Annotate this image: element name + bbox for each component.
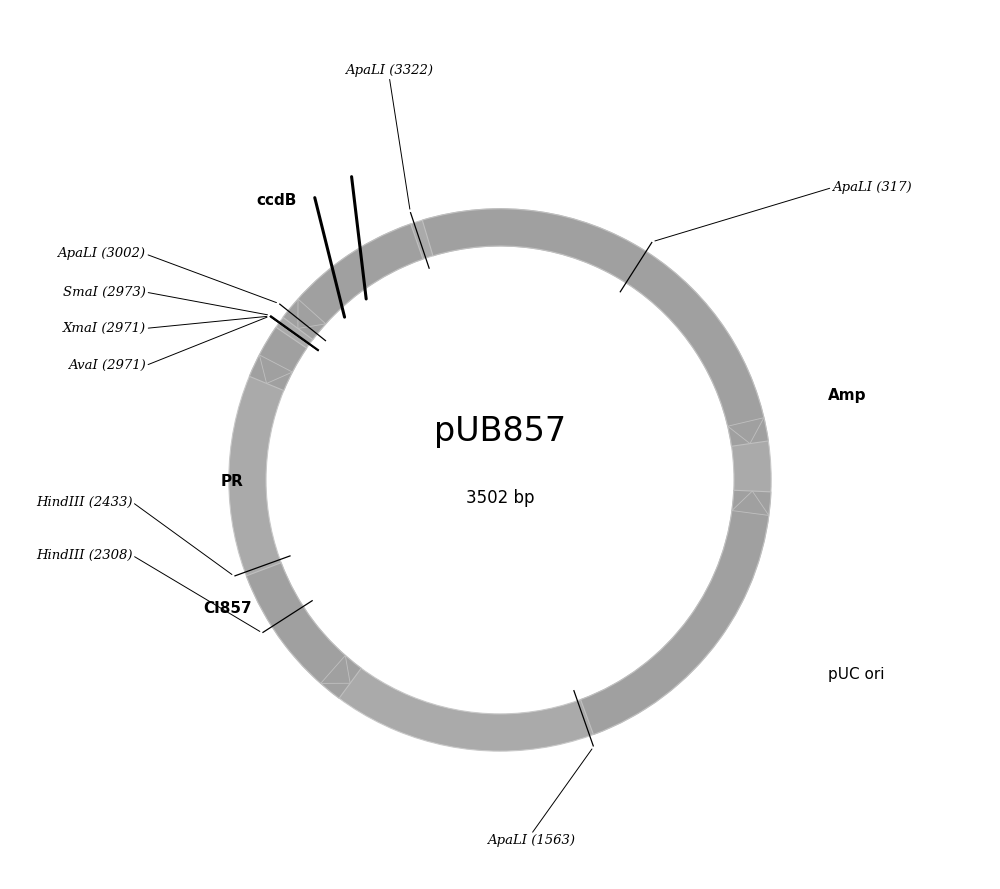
Polygon shape (259, 355, 292, 383)
Polygon shape (728, 418, 764, 444)
Text: ApaLI (3002): ApaLI (3002) (58, 247, 146, 260)
Text: XmaI (2971): XmaI (2971) (62, 322, 146, 335)
Wedge shape (581, 490, 771, 734)
Text: pUC ori: pUC ori (828, 668, 884, 683)
Text: ApaLI (3322): ApaLI (3322) (345, 64, 433, 76)
Text: ApaLI (317): ApaLI (317) (832, 181, 912, 194)
Wedge shape (229, 209, 771, 751)
Wedge shape (422, 209, 768, 446)
Wedge shape (246, 563, 361, 698)
Text: AvaI (2971): AvaI (2971) (68, 359, 146, 372)
Text: Amp: Amp (828, 388, 866, 404)
Text: CI857: CI857 (203, 601, 252, 616)
Text: 3502 bp: 3502 bp (466, 489, 534, 507)
Text: pUB857: pUB857 (434, 414, 566, 448)
Text: HindIII (2308): HindIII (2308) (36, 549, 132, 562)
Text: HindIII (2433): HindIII (2433) (36, 495, 132, 509)
Polygon shape (298, 299, 326, 328)
Text: PR: PR (221, 474, 244, 489)
Polygon shape (321, 655, 350, 684)
Text: SmaI (2973): SmaI (2973) (63, 285, 146, 299)
Polygon shape (732, 491, 769, 516)
Wedge shape (249, 327, 307, 390)
Text: ccdB: ccdB (256, 193, 297, 208)
Text: ApaLI (1563): ApaLI (1563) (487, 835, 575, 847)
Wedge shape (283, 224, 423, 340)
